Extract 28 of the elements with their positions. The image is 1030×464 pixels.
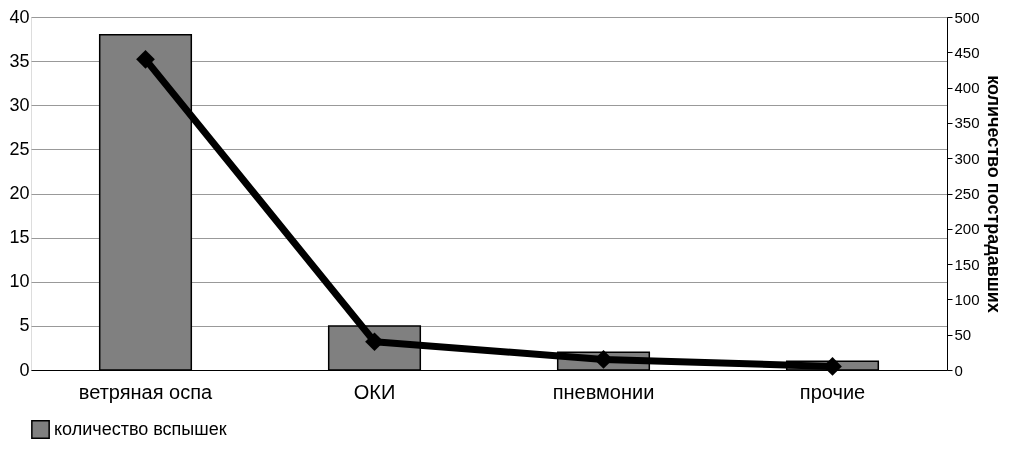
y2-tick-label: 300 bbox=[954, 149, 980, 167]
y2-tick-label: 400 bbox=[954, 79, 980, 97]
y-tick-label: 15 bbox=[9, 227, 30, 248]
y2-tick-label: 100 bbox=[954, 290, 980, 308]
y2-tick-label: 500 bbox=[954, 8, 980, 26]
point bbox=[365, 332, 384, 352]
x-tick-label: пневмонии bbox=[552, 380, 655, 403]
y2-axis-title: количество пострадавших bbox=[983, 75, 1004, 313]
y-tick-label: 10 bbox=[9, 271, 30, 292]
y2-tick-label: 150 bbox=[954, 255, 980, 273]
y2-tick-label: 450 bbox=[954, 43, 980, 61]
x-tick-label: ветряная оспа bbox=[78, 380, 214, 403]
y-tick-label: 25 bbox=[9, 138, 30, 159]
legend-label: количество вспышек bbox=[54, 418, 227, 439]
point bbox=[136, 50, 155, 69]
y-tick-label: 40 bbox=[9, 6, 30, 27]
x-tick-label: ОКИ bbox=[353, 380, 396, 403]
y-tick-label: 30 bbox=[9, 94, 30, 115]
y2-tick-label: 250 bbox=[954, 185, 980, 202]
y2-tick-label: 200 bbox=[954, 220, 980, 238]
y-tick-label: 20 bbox=[9, 183, 30, 203]
y-tick-label: 5 bbox=[19, 315, 30, 336]
y-tick-label: 35 bbox=[9, 50, 30, 71]
y-tick-label: 0 bbox=[19, 359, 30, 380]
y2-tick-label: 0 bbox=[954, 361, 963, 379]
y2-tick-label: 50 bbox=[954, 326, 972, 344]
y2-tick-label: 350 bbox=[954, 114, 980, 132]
x-tick-label: прочие bbox=[799, 380, 866, 403]
